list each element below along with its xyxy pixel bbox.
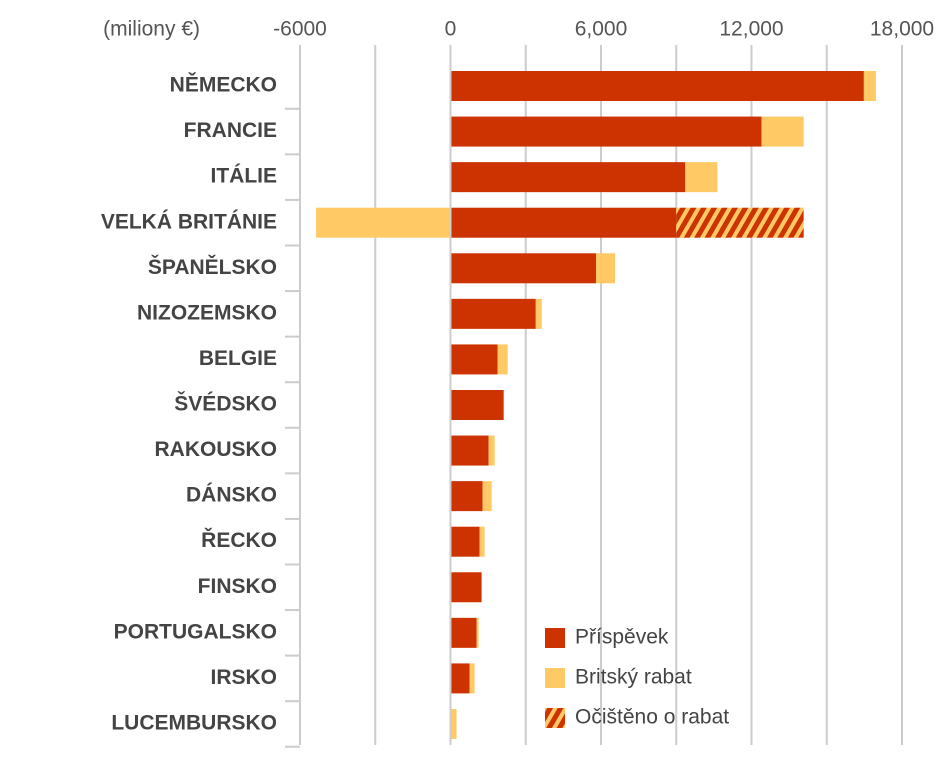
bar-segment — [450, 253, 596, 284]
bar-segment — [450, 389, 504, 420]
bar-segment — [488, 435, 495, 466]
bar-segment — [863, 71, 876, 101]
bar-segment — [450, 207, 677, 238]
bar-segment — [450, 71, 864, 101]
bar-segment — [450, 344, 498, 375]
category-label: ŠVÉDSKO — [174, 392, 277, 416]
legend-label: Příspěvek — [575, 626, 669, 649]
bar-segment — [450, 435, 489, 466]
bar-segment — [450, 298, 536, 329]
bar-segment — [535, 298, 542, 329]
bar-segment — [450, 708, 457, 739]
category-label: FRANCIE — [184, 119, 277, 142]
bar-segment — [450, 526, 480, 557]
category-label: PORTUGALSKO — [114, 620, 277, 643]
bar-segment — [450, 572, 482, 603]
category-label: ŘECKO — [201, 528, 277, 552]
x-tick-label: 12,000 — [719, 18, 783, 41]
bar-segment — [450, 481, 483, 512]
category-label: RAKOUSKO — [154, 438, 277, 461]
x-tick-label: 18,000 — [870, 18, 934, 41]
category-label: VELKÁ BRITÁNIE — [101, 210, 277, 233]
bar-segment — [595, 253, 616, 284]
legend-swatch — [545, 628, 565, 648]
x-tick-label: 6,000 — [575, 18, 628, 41]
category-label: BELGIE — [199, 347, 277, 370]
category-label: ITÁLIE — [211, 165, 278, 188]
bar-segment — [497, 344, 508, 375]
legend-label: Očištěno o rabat — [575, 706, 729, 729]
bar-segment — [469, 663, 475, 694]
bar-segment — [450, 617, 477, 648]
legend-label: Britský rabat — [575, 666, 692, 689]
category-label: LUCEMBURSKO — [111, 712, 277, 735]
bar-segment — [685, 162, 718, 193]
bar-segment — [479, 526, 485, 557]
bar-segment — [450, 663, 470, 694]
category-label: ŠPANĚLSKO — [148, 255, 277, 279]
bar-segment — [316, 207, 451, 238]
bar-segment — [482, 481, 492, 512]
category-label: NĚMECKO — [170, 73, 277, 97]
category-label: IRSKO — [210, 666, 277, 689]
x-tick-label: 0 — [445, 18, 457, 41]
bar-segment — [676, 207, 804, 238]
x-tick-label: -6000 — [273, 18, 327, 41]
legend-swatch — [545, 708, 565, 728]
category-label: NIZOZEMSKO — [137, 301, 277, 324]
bar-segment — [476, 617, 479, 648]
category-label: FINSKO — [198, 575, 277, 598]
legend-swatch — [545, 668, 565, 688]
unit-label: (miliony €) — [103, 18, 200, 41]
category-label: DÁNSKO — [186, 484, 277, 507]
bar-segment — [450, 162, 686, 193]
bar-segment — [450, 116, 762, 147]
bar-segment — [761, 116, 804, 147]
